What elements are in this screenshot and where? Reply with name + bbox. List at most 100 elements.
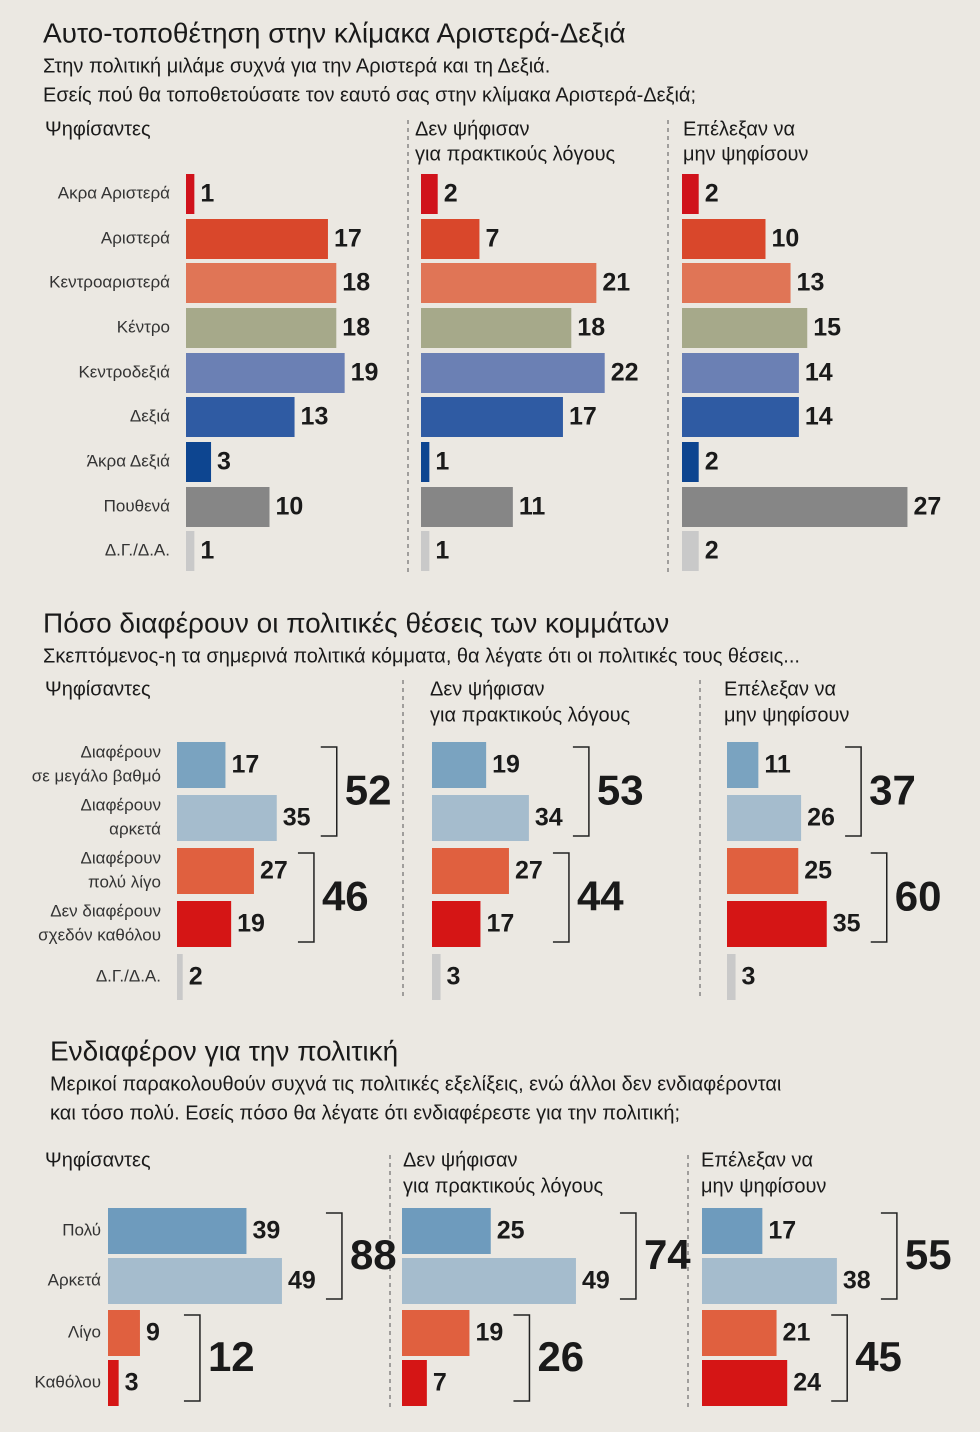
bracket [619, 1212, 637, 1300]
bar [682, 442, 699, 482]
bar [186, 174, 195, 214]
panel-label: Ψηφίσαντες [45, 118, 151, 140]
value-label: 19 [492, 751, 520, 779]
bracket [870, 852, 888, 943]
value-label: 11 [519, 493, 546, 521]
value-label: 3 [125, 1369, 139, 1397]
value-label: 27 [515, 857, 543, 885]
value-label: 35 [833, 910, 861, 938]
value-label: 24 [793, 1369, 821, 1397]
bar [682, 219, 766, 259]
bar [108, 1258, 282, 1304]
value-label: 13 [797, 269, 825, 297]
value-label: 18 [342, 269, 370, 297]
bar [186, 487, 270, 527]
category-label: Κεντροαριστερά [49, 272, 170, 291]
category-label: Καθόλου [34, 1372, 101, 1391]
bar [421, 487, 513, 527]
value-label: 19 [475, 1319, 503, 1347]
value-label: 2 [705, 537, 719, 565]
category-label: Δ.Γ./Δ.Α. [96, 966, 161, 985]
value-label: 25 [497, 1217, 525, 1245]
panel-label: Επέλεξαν να [683, 118, 795, 140]
bar [186, 219, 328, 259]
value-label: 17 [486, 910, 514, 938]
group-total: 60 [895, 873, 942, 920]
group-total: 44 [577, 873, 624, 920]
section-title: Αυτο-τοποθέτηση στην κλίμακα Αριστερά-Δε… [43, 17, 626, 48]
bar [177, 901, 232, 947]
bar [421, 353, 605, 393]
bracket [845, 746, 862, 837]
group-total: 53 [597, 767, 644, 814]
panel-label: Ψηφίσαντες [45, 1149, 151, 1171]
bar [421, 442, 430, 482]
bar [186, 531, 195, 571]
bracket [552, 852, 570, 943]
value-label: 3 [217, 448, 231, 476]
bar [432, 901, 481, 947]
value-label: 13 [301, 403, 329, 431]
category-label: Πολύ [62, 1220, 101, 1239]
value-label: 15 [813, 314, 841, 342]
group-total: 46 [322, 873, 369, 920]
category-label: Αρκετά [48, 1270, 102, 1289]
value-label: 17 [768, 1217, 796, 1245]
value-label: 17 [334, 225, 362, 253]
category-label: Διαφέρουν [81, 742, 161, 761]
value-label: 11 [764, 751, 791, 779]
group-total: 12 [208, 1333, 255, 1380]
bar [682, 531, 699, 571]
value-label: 1 [200, 537, 214, 565]
bar [727, 742, 759, 788]
value-label: 2 [705, 180, 719, 208]
bar [177, 742, 226, 788]
bar [702, 1258, 837, 1304]
panel-label: για πρακτικούς λόγους [403, 1175, 604, 1197]
bar [682, 397, 799, 437]
bar [421, 263, 597, 303]
bar [177, 848, 254, 894]
section-title: Πόσο διαφέρουν οι πολιτικές θέσεις των κ… [43, 607, 669, 638]
bracket [297, 852, 315, 943]
bar [682, 308, 808, 348]
value-label: 19 [237, 910, 265, 938]
group-total: 88 [350, 1231, 397, 1278]
value-label: 26 [807, 804, 835, 832]
value-label: 21 [602, 269, 630, 297]
bar [186, 442, 212, 482]
bar [108, 1310, 140, 1356]
bar [108, 1360, 119, 1406]
panel-label: Επέλεξαν να [701, 1149, 813, 1171]
group-total: 52 [345, 767, 392, 814]
panel-label: Δεν ψήφισαν [403, 1149, 518, 1171]
value-label: 18 [577, 314, 605, 342]
bar [177, 795, 277, 841]
value-label: 35 [283, 804, 311, 832]
group-total: 55 [905, 1231, 952, 1278]
bar [432, 954, 441, 1000]
value-label: 3 [447, 963, 461, 991]
bracket [831, 1314, 848, 1402]
bar [682, 263, 791, 303]
subtitle: Σκεπτόμενος-η τα σημερινά πολιτικά κόμμα… [43, 645, 800, 667]
panel-label: για πρακτικούς λόγους [430, 704, 631, 726]
bar [186, 263, 337, 303]
bar [432, 848, 509, 894]
category-label: Διαφέρουν [81, 848, 161, 867]
bar [402, 1208, 491, 1254]
panel-label: μην ψηφίσουν [701, 1175, 826, 1197]
bar [421, 219, 480, 259]
subtitle: Στην πολιτική μιλάμε συχνά για την Αριστ… [43, 55, 550, 77]
bar [186, 353, 345, 393]
category-label: Άκρα Δεξιά [87, 451, 170, 470]
value-label: 18 [342, 314, 370, 342]
bar [702, 1310, 777, 1356]
value-label: 1 [435, 537, 449, 565]
category-label: Δεν διαφέρουν [50, 901, 161, 920]
bracket [880, 1212, 898, 1300]
category-label: Κέντρο [117, 317, 170, 336]
bar [186, 308, 337, 348]
value-label: 39 [252, 1217, 280, 1245]
bar [727, 901, 827, 947]
